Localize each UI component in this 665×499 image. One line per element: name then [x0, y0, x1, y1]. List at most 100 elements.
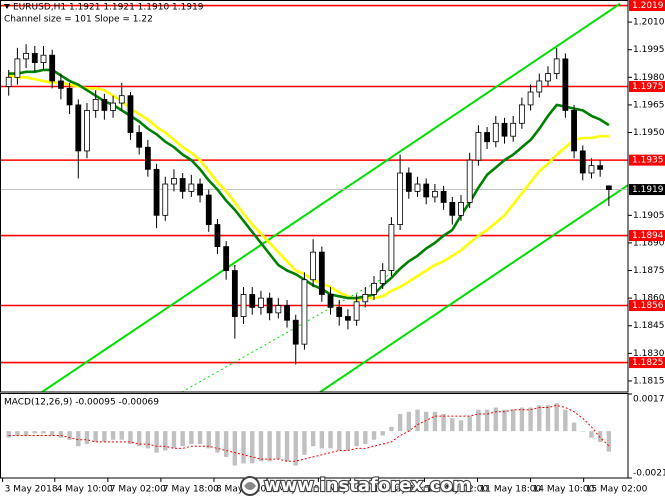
macd-bar — [84, 431, 90, 445]
macd-bar — [241, 431, 246, 464]
moving-average-line — [8, 74, 609, 302]
candle-body — [405, 172, 412, 192]
last-price-label: 1.1919 — [632, 185, 664, 195]
level-label-box — [629, 230, 665, 242]
candle-body — [66, 87, 73, 106]
x-tick-label: 11 May 18:00 — [480, 485, 542, 495]
macd-title: MACD(12,26,9) -0.00095 -0.00069 — [4, 398, 159, 408]
candle-body — [492, 122, 499, 143]
price-pane — [0, 2, 628, 392]
macd-bar — [232, 431, 238, 466]
macd-bar — [389, 426, 394, 432]
candle-body — [153, 168, 160, 216]
macd-bar — [223, 431, 229, 457]
candle-body — [579, 150, 586, 174]
candle-body — [475, 132, 482, 161]
macd-bar — [145, 431, 151, 449]
candle-body — [171, 178, 177, 185]
macd-bar — [250, 431, 255, 464]
y-tick-label: 1.1905 — [633, 211, 665, 221]
macd-bar — [197, 431, 203, 445]
candle-body — [518, 104, 525, 124]
candle-body — [136, 132, 143, 148]
macd-bar — [380, 431, 385, 436]
last-price-box — [629, 184, 665, 196]
y-tick-label: 1.1875 — [633, 266, 665, 276]
x-tick-label: 10 May 10:00 — [373, 485, 435, 495]
macd-bar — [337, 431, 342, 451]
x-tick-label: 9 May 02:00 — [269, 485, 325, 495]
macd-bar — [519, 407, 525, 432]
macd-bar — [93, 431, 98, 442]
x-tick-label: 14 May 10:00 — [533, 485, 595, 495]
level-label: 1.1975 — [632, 82, 664, 92]
candle-body — [562, 58, 569, 111]
watermark: www.instaforex.com — [264, 475, 472, 496]
candle-body — [40, 54, 47, 63]
level-label-box — [629, 80, 665, 92]
candle-body — [223, 246, 230, 271]
candle-body — [101, 98, 108, 111]
x-tick-label: 7 May 18:00 — [163, 485, 219, 495]
candle-body — [397, 172, 404, 225]
macd-bar — [76, 431, 81, 447]
macd-bar — [345, 431, 351, 451]
macd-bar — [450, 418, 455, 432]
candle-body — [362, 294, 369, 303]
macd-pane — [6, 403, 612, 466]
y-tick-label: 1.1860 — [633, 294, 665, 304]
macd-bar — [215, 431, 220, 453]
x-tick-label: 4 May 10:00 — [57, 485, 113, 495]
candle-body — [240, 294, 247, 317]
macd-bar — [171, 431, 177, 449]
candle-body — [345, 316, 351, 321]
candle-body — [249, 294, 256, 308]
candle-body — [336, 306, 343, 317]
macd-bar — [415, 409, 420, 432]
x-tick-label: 15 May 02:00 — [586, 485, 648, 495]
macd-bar — [493, 407, 498, 432]
y-tick-label: 1.1980 — [633, 73, 665, 83]
candle-body — [571, 110, 577, 152]
candle-body — [423, 183, 430, 198]
candle-body — [231, 270, 238, 317]
candle-body — [214, 224, 221, 248]
watermark-logo-mark — [244, 482, 256, 490]
candle-body — [536, 80, 543, 93]
macd-bar — [284, 431, 290, 462]
candle-body — [127, 95, 134, 133]
candle-body — [432, 190, 438, 198]
macd-bar — [267, 431, 272, 462]
level-label: 1.1856 — [632, 301, 664, 311]
candle-body — [258, 297, 264, 308]
candle-body — [588, 165, 595, 174]
price-frame — [0, 0, 629, 393]
macd-bar — [563, 409, 568, 432]
macd-bar — [597, 431, 603, 442]
candle-body — [57, 80, 64, 89]
macd-y-tick-label: -0.00218 — [633, 469, 665, 479]
y-tick-label: 1.1845 — [633, 321, 665, 331]
candle-body — [414, 183, 421, 192]
y-tick-label: 1.1890 — [633, 238, 665, 248]
candle-body — [162, 183, 169, 216]
level-label: 1.1894 — [632, 231, 664, 241]
candle-body — [179, 178, 186, 192]
candle-body — [275, 305, 282, 314]
channel-line — [319, 184, 628, 392]
macd-bar — [467, 416, 472, 432]
candle-body — [75, 104, 82, 152]
macd-bar — [545, 405, 551, 432]
macd-bar — [23, 431, 29, 436]
macd-bar — [580, 431, 585, 432]
candle-body — [301, 279, 308, 345]
macd-bar — [424, 411, 429, 432]
macd-bar — [363, 431, 368, 445]
candle-body — [353, 301, 360, 321]
candle-body — [144, 146, 151, 170]
macd-bar — [528, 407, 533, 432]
macd-bar — [189, 431, 194, 445]
x-tick-label: 7 May 02:00 — [110, 485, 166, 495]
